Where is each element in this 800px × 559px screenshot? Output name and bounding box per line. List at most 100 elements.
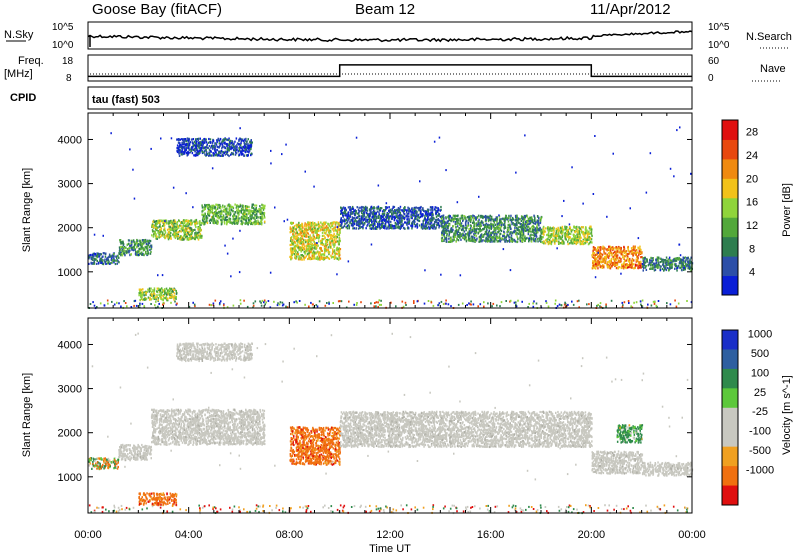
data-cell <box>573 304 575 306</box>
data-cell <box>210 147 212 149</box>
data-cell <box>154 224 156 226</box>
data-cell <box>513 231 515 233</box>
data-cell <box>177 147 179 149</box>
data-cell <box>403 207 405 209</box>
data-cell <box>426 224 428 226</box>
data-cell <box>208 138 210 140</box>
data-cell <box>471 231 473 233</box>
data-cell <box>201 144 203 146</box>
data-cell <box>234 141 236 143</box>
data-cell <box>374 223 376 225</box>
data-cell <box>457 215 459 217</box>
data-cell <box>476 238 478 240</box>
data-cell <box>207 144 209 146</box>
data-cell <box>234 204 236 206</box>
data-cell <box>315 232 317 234</box>
data-cell <box>666 302 668 304</box>
data-cell <box>316 258 318 260</box>
data-cell <box>517 217 519 219</box>
data-cell <box>531 238 533 240</box>
data-cell <box>120 246 122 248</box>
data-cell <box>527 226 529 228</box>
data-cell <box>290 244 292 246</box>
data-cell <box>153 236 155 238</box>
data-cell <box>333 243 335 245</box>
data-cell <box>120 254 122 256</box>
data-cell <box>373 225 375 227</box>
data-cell <box>294 253 296 255</box>
data-cell <box>183 141 185 143</box>
data-cell <box>336 233 338 235</box>
data-cell <box>290 222 292 224</box>
data-cell <box>502 218 504 220</box>
data-cell <box>545 231 547 233</box>
data-cell <box>458 236 460 238</box>
data-cell <box>196 141 198 143</box>
data-cell <box>220 207 222 209</box>
data-cell <box>203 151 205 153</box>
data-cell <box>219 140 221 142</box>
data-cell <box>446 238 448 240</box>
data-cell <box>359 223 361 225</box>
data-cell <box>392 207 394 209</box>
data-cell <box>150 303 152 305</box>
data-cell <box>213 303 215 305</box>
data-cell <box>449 241 451 243</box>
data-cell <box>90 303 92 305</box>
data-cell <box>230 140 232 142</box>
data-cell <box>180 225 182 227</box>
data-cell <box>510 228 512 230</box>
data-cell <box>537 240 539 242</box>
data-cell <box>424 218 426 220</box>
data-cell <box>678 303 680 305</box>
data-cell <box>338 253 340 255</box>
data-cell <box>226 211 228 213</box>
data-cell <box>107 300 109 302</box>
data-cell <box>520 230 522 232</box>
data-cell <box>436 224 438 226</box>
data-cell <box>238 208 240 210</box>
data-cell <box>312 258 314 260</box>
data-cell <box>277 304 279 306</box>
data-cell <box>238 210 240 212</box>
data-cell <box>361 206 363 208</box>
data-cell <box>104 259 106 261</box>
data-cell <box>380 304 382 306</box>
data-cell <box>181 227 183 229</box>
data-cell <box>178 219 180 221</box>
data-cell <box>452 218 454 220</box>
data-cell <box>432 209 434 211</box>
data-cell <box>553 232 555 234</box>
data-cell <box>357 224 359 226</box>
data-cell <box>414 221 416 223</box>
data-cell <box>379 304 381 306</box>
data-cell <box>624 301 626 303</box>
data-cell <box>122 246 124 248</box>
data-cell <box>417 300 419 302</box>
data-cell <box>178 235 180 237</box>
data-cell <box>207 153 209 155</box>
data-cell <box>302 227 304 229</box>
data-cell <box>524 240 526 242</box>
data-cell <box>527 221 529 223</box>
data-cell <box>453 236 455 238</box>
data-cell <box>168 225 170 227</box>
data-cell <box>398 207 400 209</box>
data-cell <box>487 302 489 304</box>
data-cell <box>537 238 539 240</box>
data-cell <box>240 299 242 301</box>
data-cell <box>422 208 424 210</box>
data-cell <box>149 246 151 248</box>
data-cell <box>155 222 157 224</box>
data-cell <box>482 236 484 238</box>
data-cell <box>290 247 292 249</box>
nsearch-tick-bot: 10^0 <box>708 40 730 51</box>
data-cell <box>379 224 381 226</box>
data-cell <box>184 225 186 227</box>
data-cell <box>460 234 462 236</box>
data-cell <box>313 257 315 259</box>
data-cell <box>116 257 118 259</box>
data-cell <box>146 248 148 250</box>
data-cell <box>129 250 131 252</box>
data-cell <box>166 222 168 224</box>
